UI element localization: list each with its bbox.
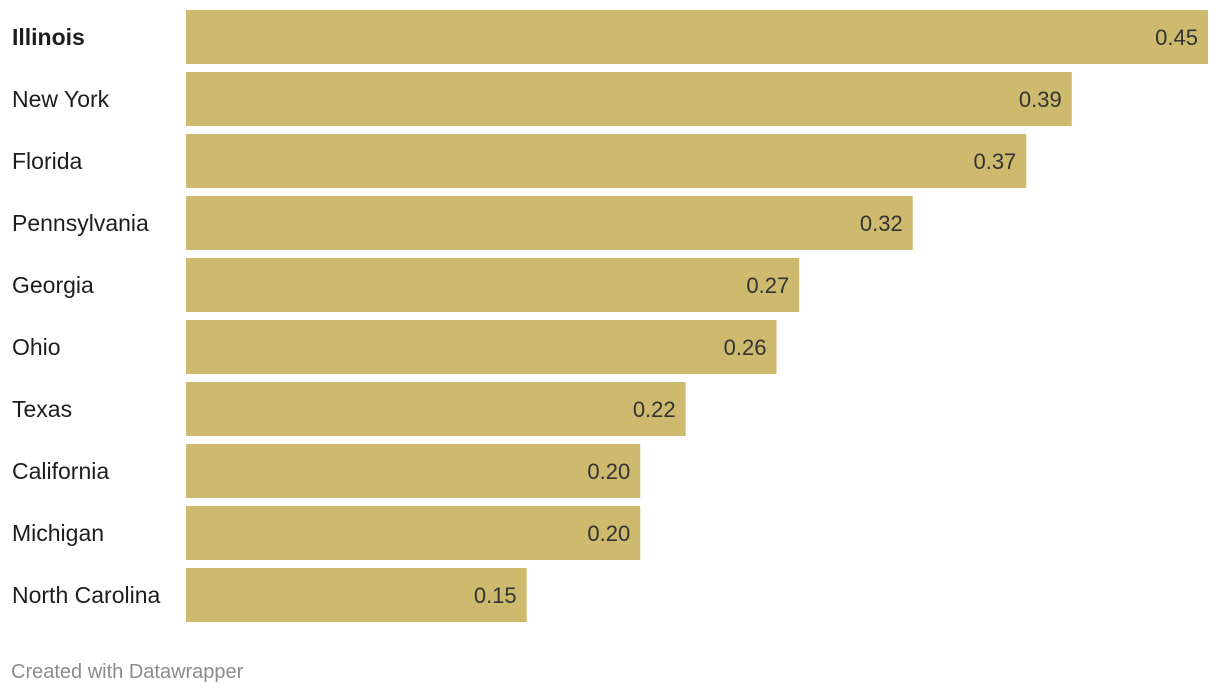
bar-ohio <box>186 320 777 374</box>
value-label-florida: 0.37 <box>973 149 1016 174</box>
value-label-illinois: 0.45 <box>1155 25 1198 50</box>
bar-new-york <box>186 72 1072 126</box>
bars-group <box>186 10 1208 622</box>
category-label-ohio: Ohio <box>12 334 61 360</box>
category-label-north-carolina: North Carolina <box>12 582 160 608</box>
category-label-michigan: Michigan <box>12 520 104 546</box>
bar-michigan <box>186 506 641 560</box>
value-labels-group: 0.45 0.39 0.37 0.32 0.27 0.26 0.22 0.20 0.20 0.15 <box>474 25 1198 608</box>
category-label-pennsylvania: Pennsylvania <box>12 210 149 236</box>
category-label-california: California <box>12 458 109 484</box>
bar-pennsylvania <box>186 196 913 250</box>
category-label-illinois: Illinois <box>12 24 85 50</box>
value-label-california: 0.20 <box>587 459 630 484</box>
bar-illinois <box>186 10 1208 64</box>
value-label-pennsylvania: 0.32 <box>860 211 903 236</box>
bar-north-carolina <box>186 568 527 622</box>
datawrapper-credit[interactable]: Created with Datawrapper <box>11 661 244 683</box>
value-label-north-carolina: 0.15 <box>474 583 517 608</box>
value-label-georgia: 0.27 <box>746 273 789 298</box>
category-label-florida: Florida <box>12 148 83 174</box>
value-label-new-york: 0.39 <box>1019 87 1062 112</box>
bar-florida <box>186 134 1027 188</box>
bar-texas <box>186 382 686 436</box>
value-label-michigan: 0.20 <box>587 521 630 546</box>
category-label-new-york: New York <box>12 86 110 112</box>
bar-georgia <box>186 258 800 312</box>
category-label-texas: Texas <box>12 396 72 422</box>
bar-chart: Illinois New York Florida Pennsylvania Georg… <box>12 10 1208 622</box>
category-labels-group: Illinois New York Florida Pennsylvania Georg… <box>12 24 160 608</box>
value-label-ohio: 0.26 <box>724 335 767 360</box>
category-label-georgia: Georgia <box>12 272 94 298</box>
value-label-texas: 0.22 <box>633 397 676 422</box>
bar-california <box>186 444 641 498</box>
